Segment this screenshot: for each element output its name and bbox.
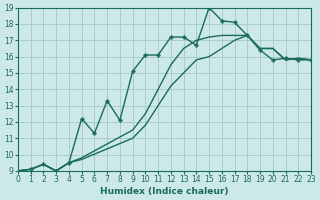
- X-axis label: Humidex (Indice chaleur): Humidex (Indice chaleur): [100, 187, 229, 196]
